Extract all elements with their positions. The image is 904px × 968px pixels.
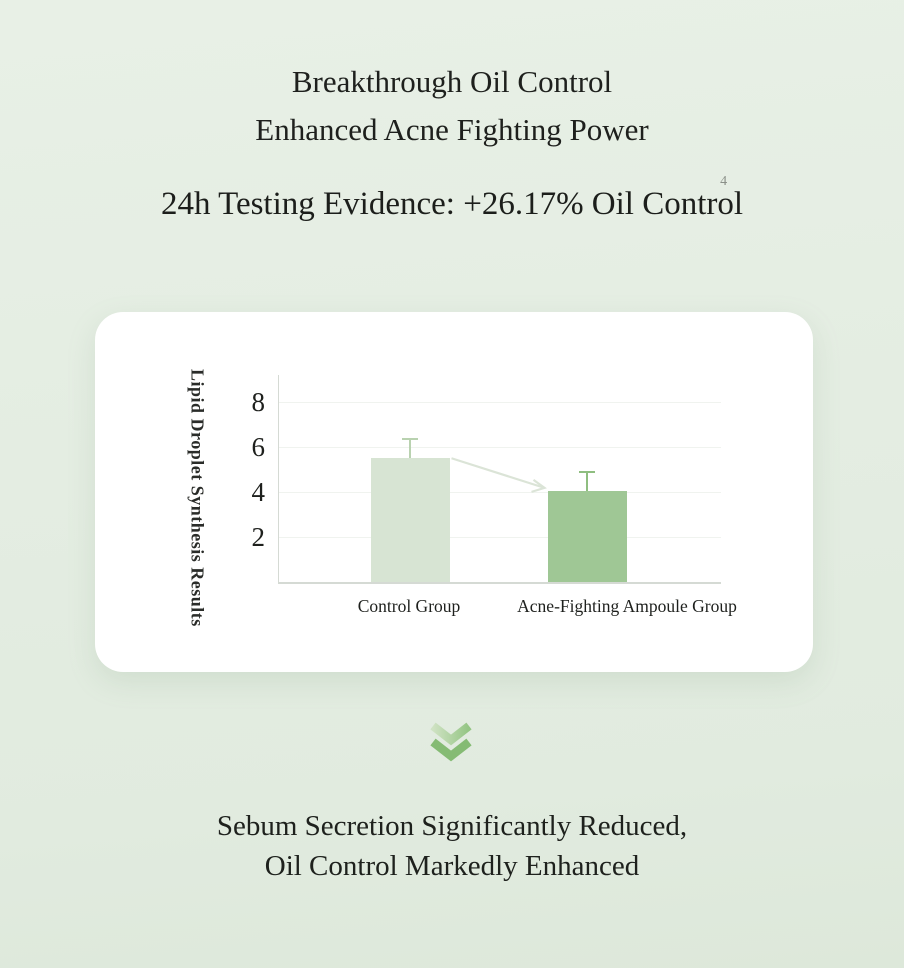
gridline-y-6 [279, 447, 721, 448]
gridline-y-2 [279, 537, 721, 538]
decrease-arrow [451, 457, 547, 493]
chevron-double-down-icon [427, 721, 475, 765]
evidence-text-wrap: 24h Testing Evidence: +26.17% Oil Contro… [160, 174, 744, 223]
y-tick-4: 4 [251, 477, 266, 507]
error-bar-cap-0 [402, 438, 418, 441]
bar-ampoule-group [547, 490, 627, 582]
title-line-1: Breakthrough Oil Control [291, 64, 613, 99]
error-bar-line-1 [586, 471, 588, 491]
y-tick-8: 8 [251, 387, 266, 417]
page-title: Breakthrough Oil Control Enhanced Acne F… [0, 58, 904, 154]
error-bar-cap-1 [579, 470, 595, 473]
y-tick-2: 2 [251, 522, 266, 552]
y-tick-6: 6 [251, 432, 266, 462]
footer-line-2: Oil Control Markedly Enhanced [264, 850, 640, 882]
gridline-y-4 [279, 492, 721, 493]
x-label-control-group: Control Group [357, 596, 461, 616]
evidence-text: 24h Testing Evidence: +26.17% Oil Contro… [160, 186, 744, 222]
evidence-claim: 24h Testing Evidence: +26.17% Oil Contro… [0, 174, 904, 223]
footer-claim: Sebum Secretion Significantly Reduced, O… [0, 806, 904, 886]
bar-chart-plot-area [278, 375, 721, 584]
footnote-marker: 4 [720, 174, 728, 189]
x-label-ampoule-group: Acne-Fighting Ampoule Group [517, 596, 737, 616]
error-bar-line-0 [409, 439, 411, 459]
footer-line-1: Sebum Secretion Significantly Reduced, [216, 810, 688, 842]
bar-control-group [370, 458, 450, 582]
y-axis-label: Lipid Droplet Synthesis Results [187, 369, 208, 627]
title-line-2: Enhanced Acne Fighting Power [255, 112, 649, 147]
gridline-y-8 [279, 402, 721, 403]
chart-card: Lipid Droplet Synthesis Results 2 4 6 8 Con… [95, 312, 813, 672]
